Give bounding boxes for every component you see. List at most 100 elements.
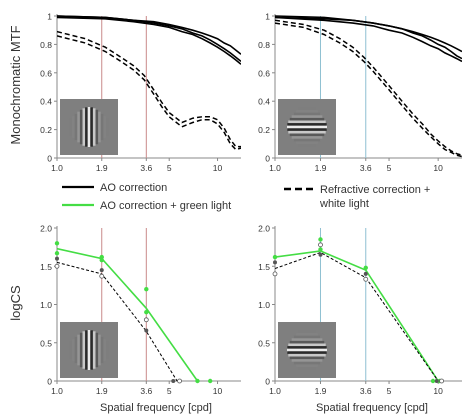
grating-bar	[291, 338, 323, 341]
grating-bar	[77, 111, 80, 143]
grating-bar	[298, 331, 316, 334]
grating-bar	[287, 128, 327, 131]
data-point-open	[143, 317, 149, 323]
data-point-green	[144, 309, 149, 315]
data-point-open	[363, 276, 369, 282]
data-point-open	[177, 378, 182, 384]
grating-bar	[288, 353, 326, 357]
data-point-green	[54, 241, 60, 246]
grating-bar	[298, 108, 316, 111]
grating-bar	[291, 359, 323, 362]
x-tick-label: 1.0	[269, 386, 281, 396]
x-tick-label: 10	[213, 163, 223, 173]
grating-bar	[289, 356, 325, 360]
grating-bar	[293, 361, 321, 365]
x-tick-label: 5	[167, 386, 172, 396]
grating-bar	[106, 118, 109, 136]
data-point-black	[171, 379, 176, 383]
data-point-open	[54, 263, 60, 269]
data-point-open	[318, 242, 323, 248]
data-point-black	[273, 260, 277, 265]
panel-bottom-right: 0 0.5 1.0 1.5 2.0 1.0 1.9 3.6 5 10	[258, 224, 462, 396]
grating-bar	[90, 330, 93, 370]
panel-top-right: 0 0.2 0.4 0.6 0.8 1 1.0 1.9 3.6 5 10	[258, 12, 462, 173]
series-line-3	[275, 22, 462, 158]
vertical-grating-thumbnail	[60, 99, 118, 155]
x-axis-label-left: Spatial frequency [cpd]	[100, 402, 212, 414]
horizontal-grating-thumbnail	[278, 322, 336, 378]
data-point-black	[363, 271, 368, 276]
legend-label-ao: AO correction	[100, 182, 167, 194]
legend-label-ao-green: AO correction + green light	[100, 200, 231, 212]
series-line-0	[57, 247, 199, 382]
data-point-black	[434, 379, 439, 383]
y-tick-label: 0.5	[40, 338, 52, 348]
grating-bar	[98, 111, 101, 143]
grating-bar	[79, 109, 83, 145]
legend: AO correction AO correction + green ligh…	[62, 182, 430, 212]
y-tick-label: 0	[265, 154, 270, 164]
grating-bar	[90, 107, 93, 147]
grating-bar	[287, 123, 327, 126]
grating-bar	[72, 116, 75, 138]
data-point-open	[272, 271, 278, 277]
y-tick-label: 2.0	[258, 224, 270, 234]
grating-bar	[298, 144, 316, 147]
grating-bar	[74, 336, 78, 364]
y-tick-label: 2.0	[40, 224, 52, 234]
grating-bar	[288, 343, 326, 347]
grating-bar	[103, 116, 106, 138]
grating-bar	[287, 348, 327, 352]
x-tick-label: 1.0	[51, 386, 63, 396]
y-tick-label: 0.2	[40, 125, 52, 135]
series-line-2	[57, 16, 241, 65]
grating-bar	[79, 332, 83, 368]
grating-bar	[293, 138, 321, 142]
grating-bar	[291, 136, 323, 139]
grating-bar	[82, 331, 86, 369]
series-line-1	[57, 15, 241, 55]
x-tick-label: 1.9	[315, 163, 327, 173]
x-tick-label: 10	[433, 163, 443, 173]
data-point-green	[430, 378, 436, 384]
grating-bar	[74, 113, 78, 141]
data-point-green	[318, 237, 323, 242]
y-tick-label: 0	[265, 377, 270, 387]
x-axis-label-right: Spatial frequency [cpd]	[316, 402, 428, 414]
x-tick-label: 3.6	[360, 386, 372, 396]
series-line-3	[57, 35, 241, 151]
y-tick-label: 0.5	[258, 338, 270, 348]
data-point-green	[272, 254, 278, 260]
grating-bar	[100, 113, 104, 141]
data-point-green	[54, 251, 60, 256]
grating-bar	[298, 367, 316, 370]
y-tick-label: 0	[47, 377, 52, 387]
grating-bar	[87, 330, 91, 370]
grating-bar	[85, 107, 88, 147]
grating-bar	[291, 115, 323, 118]
data-point-open	[99, 273, 105, 279]
x-tick-label: 3.6	[140, 163, 152, 173]
data-point-green	[207, 378, 213, 384]
x-tick-label: 10	[213, 386, 223, 396]
y-tick-label: 0.4	[258, 97, 270, 107]
x-tick-label: 5	[167, 163, 172, 173]
series-line-4	[275, 19, 462, 156]
grating-bar	[296, 364, 318, 367]
grating-bar	[287, 125, 327, 129]
y-tick-label: 1	[265, 12, 270, 22]
grating-bar	[288, 130, 326, 134]
grating-bar	[95, 109, 99, 145]
grating-bar	[95, 332, 99, 368]
grating-bar	[293, 335, 321, 339]
grating-bar	[92, 108, 96, 146]
grating-bar	[100, 336, 104, 364]
grating-bar	[288, 120, 326, 124]
data-point-black	[318, 252, 323, 257]
data-point-black	[55, 256, 59, 261]
grating-bar	[70, 118, 73, 136]
legend-label-refractive-line1: Refractive correction +	[320, 184, 430, 196]
grating-bar	[296, 333, 318, 336]
x-tick-label: 10	[433, 386, 443, 396]
